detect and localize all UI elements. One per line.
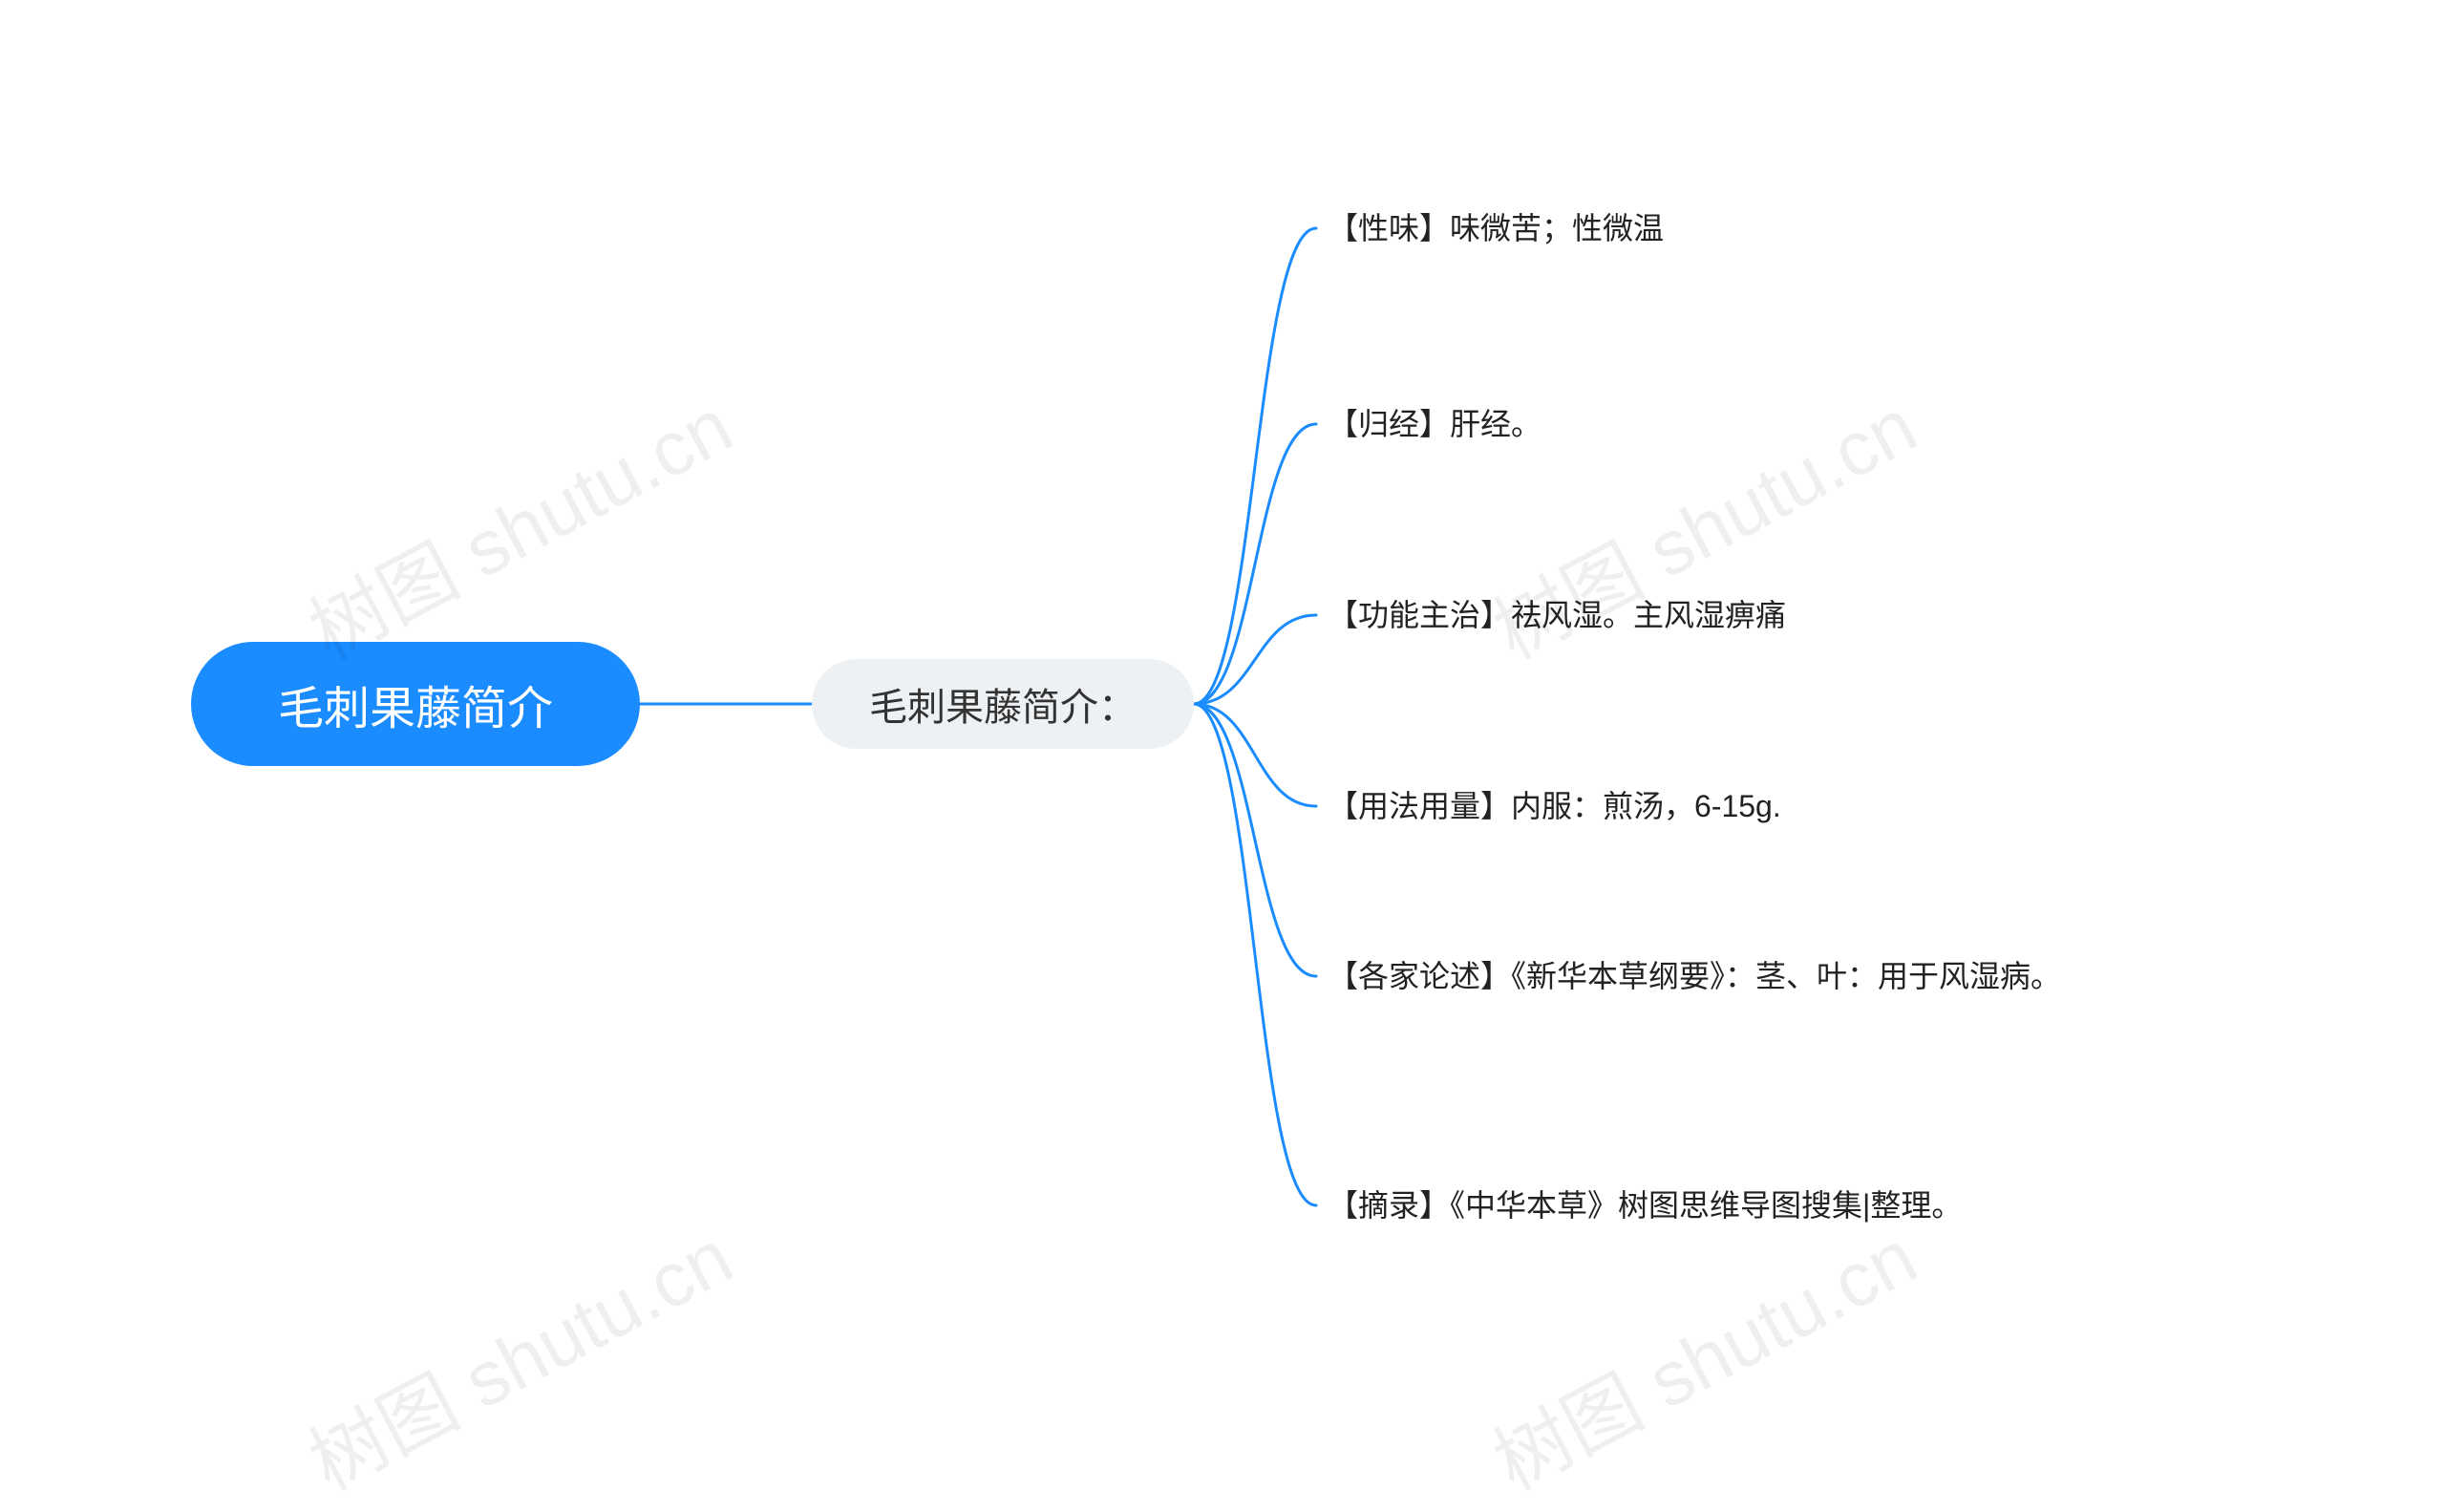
leaf-node-label: 【功能主治】祛风湿。主风湿痹痛 [1328,598,1786,632]
leaf-node[interactable]: 【各家论述】《新华本草纲要》：茎、叶：用于风湿病。 [1328,953,2092,999]
leaf-node[interactable]: 【功能主治】祛风湿。主风湿痹痛 [1328,592,2092,638]
leaf-node[interactable]: 【用法用量】内服：煎汤，6-15g. [1328,783,2092,829]
sub-node-label: 毛刺果藤简介： [869,676,1137,732]
root-node-label: 毛刺果藤简介 [278,671,553,737]
mindmap-canvas: 毛刺果藤简介 毛刺果藤简介： 【性味】味微苦；性微温【归经】肝经。【功能主治】祛… [0,0,2445,1460]
leaf-node[interactable]: 【归经】肝经。 [1328,401,2092,447]
watermark: 树图 shutu.cn [1472,1197,1932,1512]
root-node[interactable]: 毛刺果藤简介 [191,642,640,766]
sub-node[interactable]: 毛刺果藤简介： [812,659,1194,749]
watermark: 树图 shutu.cn [287,1197,748,1512]
leaf-node-label: 【归经】肝经。 [1328,407,1541,441]
leaf-node-label: 【各家论述】《新华本草纲要》：茎、叶：用于风湿病。 [1328,959,2061,993]
leaf-node[interactable]: 【性味】味微苦；性微温 [1328,205,2092,251]
watermark: 树图 shutu.cn [287,366,748,681]
leaf-node-label: 【用法用量】内服：煎汤，6-15g. [1328,789,1781,823]
leaf-node[interactable]: 【摘录】《中华本草》树图思维导图搜集|整理。 [1328,1182,2092,1228]
leaf-node-label: 【性味】味微苦；性微温 [1328,211,1664,245]
leaf-node-label: 【摘录】《中华本草》树图思维导图搜集|整理。 [1328,1188,1962,1223]
